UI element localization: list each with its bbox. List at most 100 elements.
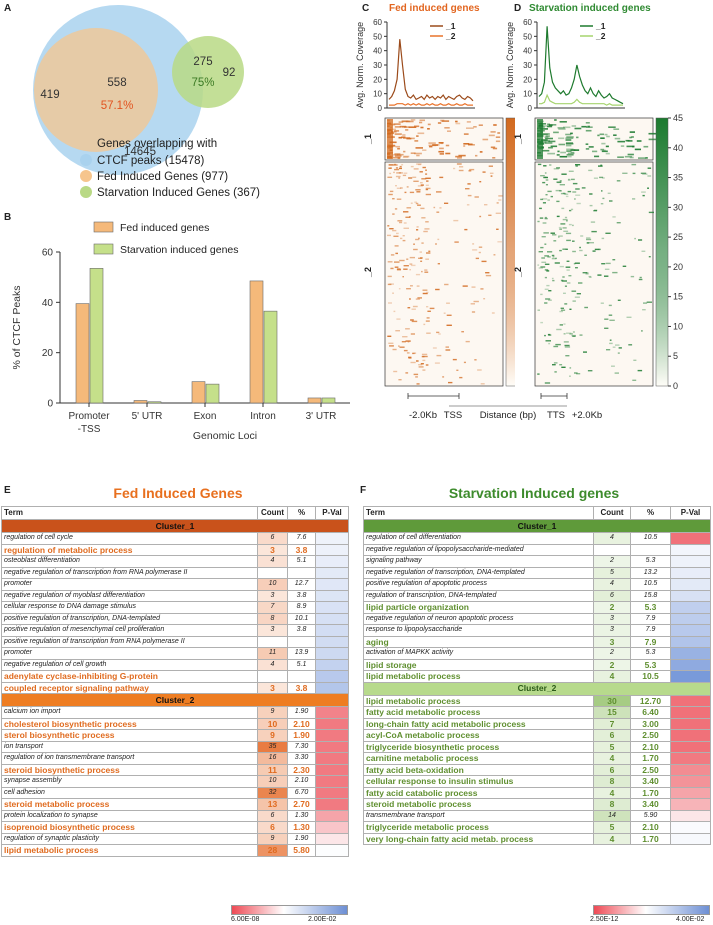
heatmap-cell	[540, 128, 548, 130]
term-cell: positive regulation of transcription, DN…	[1, 612, 258, 625]
heatmap-cell	[439, 153, 444, 155]
heatmap-cell	[608, 304, 612, 307]
heatmap-cell	[405, 372, 409, 374]
term-cell: negative regulation of myoblast differen…	[1, 589, 258, 602]
heatmap-cell	[566, 282, 571, 284]
pct-cell: 10.5	[630, 670, 671, 683]
heatmap-cell	[413, 373, 419, 376]
heatmap-cell	[562, 192, 565, 195]
heatmap-cells	[534, 117, 657, 387]
pct-cell: 2.10	[630, 740, 671, 753]
table-row: synapse assembly 10 2.10	[1, 775, 349, 788]
heatmap-cell	[547, 251, 553, 253]
heatmap-cell	[426, 180, 429, 182]
heatmap-cell	[416, 229, 419, 231]
heatmap-cell	[394, 261, 400, 263]
heatmap-cell	[393, 163, 397, 166]
heatmap-cell	[588, 146, 594, 148]
heatmap-cell	[452, 358, 457, 361]
table-row: negative regulation of myoblast differen…	[1, 589, 349, 602]
heatmap-cell	[411, 308, 416, 310]
heatmap-cell	[388, 302, 392, 304]
cluster-label: Cluster_1	[363, 519, 711, 533]
heatmap-cell	[632, 172, 636, 175]
heatmap-cell	[566, 136, 574, 138]
pct-cell: 7.9	[630, 624, 671, 637]
heatmap-cell	[625, 139, 630, 142]
heatmap-cell	[556, 328, 562, 331]
heatmap-cell	[598, 165, 603, 167]
pct-cell: 1.90	[287, 729, 316, 742]
heatmap-cell	[401, 136, 406, 138]
pct-cell: 8.9	[287, 601, 316, 614]
heatmap-cell	[599, 133, 604, 136]
heatmap-cell	[483, 298, 486, 300]
table-header-row: Term Count% P-Val	[1, 506, 349, 520]
table-row: steroid metabolic process 13 2.70	[1, 798, 349, 811]
heatmap-cell	[396, 198, 402, 200]
heatmap-cell	[565, 248, 568, 250]
heatmap-cell	[563, 292, 566, 294]
heatmap-cell	[560, 192, 567, 195]
heatmap-cell	[395, 185, 397, 187]
heatmap-cell	[402, 156, 409, 158]
fed-profile-title: Fed induced genes	[389, 3, 480, 14]
profile-y-tick-label: 40	[523, 47, 532, 56]
heatmap-cell	[425, 193, 431, 196]
heatmap-cell	[446, 314, 452, 316]
heatmap-cell	[409, 216, 411, 218]
heatmap-cell	[608, 126, 616, 128]
venn-fed-circle	[34, 28, 158, 152]
pval-cell	[315, 844, 349, 857]
pct-cell: 12.70	[630, 694, 671, 707]
heatmap-cell	[428, 142, 436, 144]
pval-cell	[315, 612, 349, 625]
heatmap-cell	[417, 132, 425, 135]
heatmap-cell	[395, 330, 400, 332]
heatmap-cell	[572, 331, 575, 333]
heatmap-cell	[559, 121, 567, 123]
heatmap-cell	[590, 221, 596, 223]
heatmap-cell	[545, 184, 548, 186]
heatmap-cell	[589, 276, 592, 278]
heatmap-cell	[390, 267, 394, 270]
term-cell: fatty acid metabolic process	[363, 706, 594, 719]
heatmap-cell	[566, 332, 572, 334]
heatmap-cell	[445, 349, 451, 351]
legend-swatch-ctcf	[80, 154, 92, 166]
count-cell: 3	[593, 635, 631, 648]
pval-cell	[670, 821, 711, 834]
pval-cell	[315, 752, 349, 765]
heatmap-cell	[547, 199, 550, 201]
heatmap-cell	[626, 145, 635, 148]
heatmap-cell	[599, 176, 604, 179]
heatmap-cell	[565, 355, 570, 357]
heatmap-cell	[389, 283, 394, 285]
count-cell: 8	[593, 798, 631, 811]
heatmap-cell	[616, 222, 621, 224]
heatmap-cell	[565, 144, 572, 147]
heatmap-cell	[570, 178, 575, 181]
header-pct: %	[287, 506, 316, 520]
heatmap-cell	[545, 340, 551, 342]
heatmap-cell	[620, 145, 625, 147]
count-cell: 4	[593, 832, 631, 845]
heatmap-cell	[478, 246, 483, 248]
pct-cell	[287, 566, 316, 579]
heatmap-cell	[466, 121, 471, 123]
heatmap-cell	[416, 360, 419, 362]
heatmap-cell	[622, 172, 628, 174]
table-row: negative regulation of transcription, DN…	[363, 566, 711, 579]
panel-letter-a: A	[4, 3, 12, 14]
term-cell: cellular response to DNA damage stimulus	[1, 601, 258, 614]
heatmap-cell	[484, 204, 488, 206]
y-tick-label: 20	[42, 348, 54, 359]
count-cell: 7	[257, 601, 288, 614]
heatmap-cell	[392, 154, 398, 156]
heatmap-cell	[646, 301, 652, 303]
heatmap-cell	[559, 249, 562, 252]
heatmap-cell	[392, 348, 397, 351]
heatmap-cell	[425, 258, 429, 260]
heatmap-cell	[413, 168, 419, 170]
heatmap-cell	[422, 355, 428, 358]
